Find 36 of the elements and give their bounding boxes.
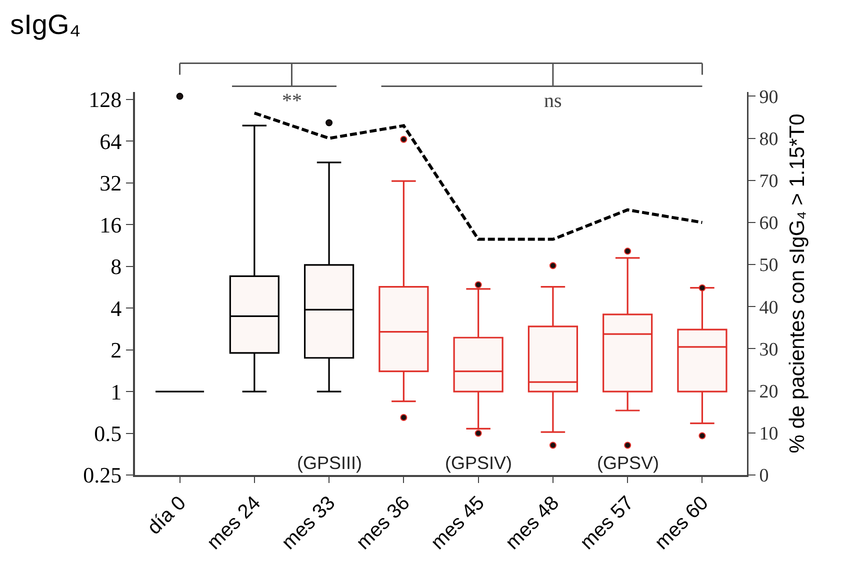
y-tick-label: 0.5 bbox=[94, 420, 122, 446]
x-tick-label: día 0 bbox=[143, 492, 190, 540]
y-tick-label: 1 bbox=[110, 379, 122, 404]
y2-tick-label: 40 bbox=[759, 297, 778, 318]
chart-title: sIgG₄ bbox=[10, 8, 81, 40]
y2-tick-label: 10 bbox=[759, 424, 778, 445]
y2-tick-label: 0 bbox=[759, 466, 769, 487]
y2-tick-label: 30 bbox=[759, 339, 778, 360]
y2-tick-label: 90 bbox=[759, 86, 778, 108]
y-tick-label: 64 bbox=[100, 128, 122, 154]
x-tick-label: mes 24 bbox=[203, 492, 266, 554]
y-tick-label: 4 bbox=[110, 296, 122, 321]
y2-tick-label: 70 bbox=[759, 171, 778, 192]
y2-tick-label: 60 bbox=[759, 213, 778, 234]
annotation: (GPSV) bbox=[597, 453, 660, 473]
x-tick-label: mes 33 bbox=[278, 492, 340, 554]
y-tick-label: 16 bbox=[100, 212, 122, 238]
annotation: (GPSIV) bbox=[445, 453, 512, 473]
annotation: (GPSIII) bbox=[297, 453, 362, 473]
y-tick-label: 128 bbox=[88, 87, 122, 112]
x-tick-label: mes 57 bbox=[576, 492, 638, 554]
annotation: ** bbox=[282, 90, 302, 112]
y-tick-label: 2 bbox=[110, 338, 122, 363]
x-tick-label: mes 48 bbox=[502, 492, 564, 554]
annotation: ns bbox=[544, 90, 562, 112]
y-tick-label: 32 bbox=[100, 170, 122, 196]
x-tick-label: mes 60 bbox=[650, 492, 713, 554]
y2-tick-label: 50 bbox=[759, 255, 778, 276]
y2-axis-title: % de pacientes con sIgG₄ > 1.15*T0 bbox=[786, 114, 810, 454]
y-tick-label: 0.25 bbox=[83, 462, 122, 488]
x-tick-label: mes 45 bbox=[426, 492, 489, 554]
y-tick-label: 8 bbox=[110, 254, 122, 280]
x-tick-label: mes 36 bbox=[352, 492, 414, 554]
line-series bbox=[252, 112, 704, 241]
y2-tick-label: 20 bbox=[759, 381, 778, 402]
y2-tick-label: 80 bbox=[759, 128, 778, 150]
